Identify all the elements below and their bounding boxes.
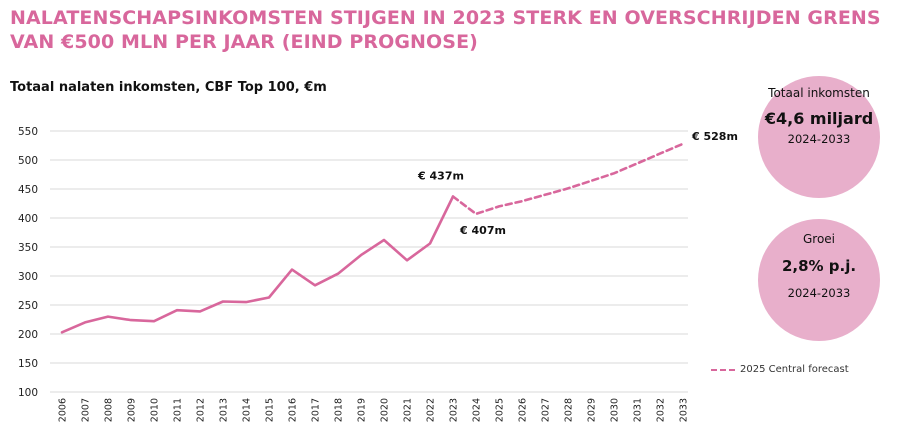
total-income-period: 2024-2033	[787, 132, 851, 146]
forecast-line	[451, 142, 685, 216]
y-tick-label: 400	[18, 213, 38, 225]
data-labels: € 437m € 407m € 528m	[417, 130, 738, 237]
y-tick-label: 150	[18, 358, 38, 370]
x-tick-label: 2019	[357, 398, 368, 422]
data-label: € 528m	[691, 130, 738, 143]
x-tick-label: 2024	[472, 398, 483, 422]
series-lines	[60, 142, 685, 334]
x-tick-label: 2013	[219, 398, 230, 422]
y-tick-label: 300	[18, 271, 38, 283]
total-income-circle: Totaal inkomsten €4,6 miljard 2024-2033	[758, 76, 880, 198]
x-tick-label: 2027	[541, 398, 552, 422]
x-tick-label: 2011	[173, 398, 184, 422]
x-tick-label: 2017	[311, 398, 322, 422]
y-tick-label: 350	[18, 242, 38, 254]
y-axis-ticks: 100 150 200 250 300 350 400 450 500 550	[18, 126, 38, 399]
y-tick-label: 450	[18, 184, 38, 196]
x-tick-label: 2032	[656, 398, 667, 422]
growth-value: 2,8% p.j.	[781, 257, 857, 275]
x-axis-ticks: 2006 2007 2008 2009 2010 2011 2012 2013 2014 2015…	[58, 398, 690, 422]
growth-label: Groei	[802, 232, 836, 246]
data-label: € 437m	[417, 170, 464, 183]
x-tick-label: 2016	[288, 398, 299, 422]
x-tick-label: 2031	[633, 398, 644, 422]
x-tick-label: 2014	[242, 398, 253, 422]
growth-circle: Groei 2,8% p.j. 2024-2033	[758, 219, 880, 341]
x-tick-label: 2030	[610, 398, 621, 422]
legend-dashed-line-icon	[711, 369, 735, 371]
gridlines	[50, 130, 688, 393]
x-tick-label: 2015	[265, 398, 276, 422]
y-tick-label: 500	[18, 155, 38, 167]
y-tick-label: 100	[18, 387, 38, 399]
total-income-value: €4,6 miljard	[764, 109, 874, 128]
x-tick-label: 2021	[403, 398, 414, 422]
data-label: € 407m	[459, 224, 506, 237]
x-tick-label: 2012	[196, 398, 207, 422]
x-tick-label: 2026	[518, 398, 529, 422]
growth-period: 2024-2033	[787, 286, 851, 300]
x-tick-label: 2028	[564, 398, 575, 422]
y-tick-label: 200	[18, 329, 38, 341]
x-tick-label: 2023	[449, 398, 460, 422]
total-income-label: Totaal inkomsten	[768, 86, 870, 100]
x-tick-label: 2022	[426, 398, 437, 422]
y-tick-label: 250	[18, 300, 38, 312]
x-tick-label: 2025	[495, 398, 506, 422]
x-tick-label: 2007	[81, 398, 92, 422]
legend-label: 2025 Central forecast	[740, 364, 849, 375]
x-tick-label: 2029	[587, 398, 598, 422]
x-tick-label: 2033	[679, 398, 690, 422]
x-tick-label: 2018	[334, 398, 345, 422]
x-tick-label: 2009	[127, 398, 138, 422]
x-tick-label: 2020	[380, 398, 391, 422]
y-tick-label: 550	[18, 126, 38, 138]
x-tick-label: 2008	[104, 398, 115, 422]
actual-line	[60, 195, 455, 334]
x-tick-label: 2006	[58, 398, 69, 422]
chart-title: Totaal nalaten inkomsten, CBF Top 100, €…	[10, 80, 327, 95]
x-tick-label: 2010	[150, 398, 161, 422]
page-title: NALATENSCHAPSINKOMSTEN STIJGEN IN 2023 S…	[10, 7, 881, 53]
